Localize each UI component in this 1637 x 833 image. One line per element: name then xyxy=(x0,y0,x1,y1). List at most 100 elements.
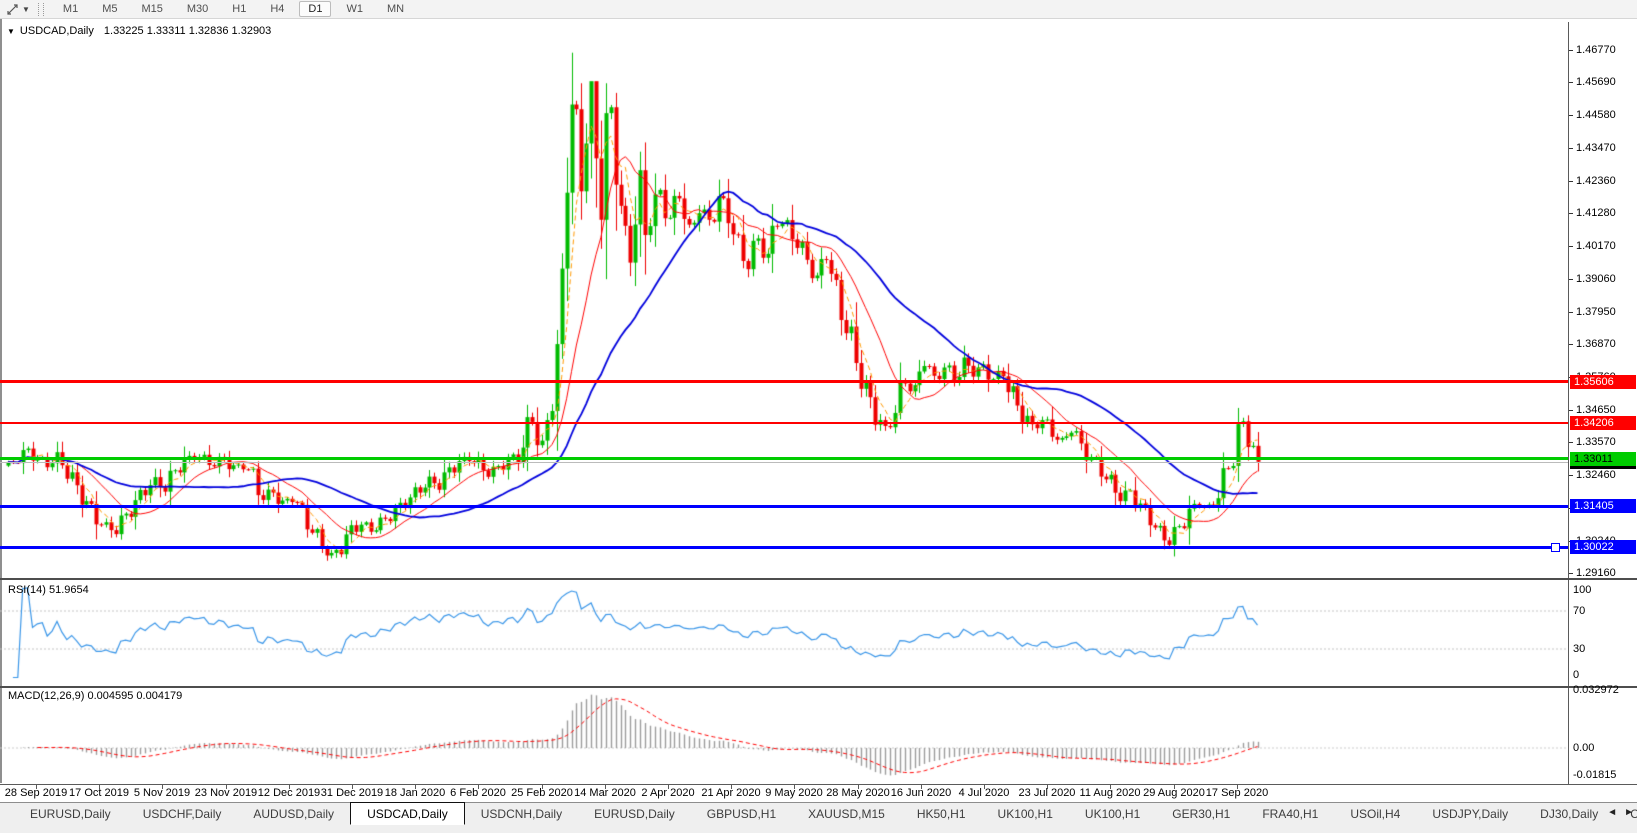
tab-eurusd-daily[interactable]: EURUSD,Daily xyxy=(30,807,111,821)
right-arrow-icon[interactable]: ► xyxy=(1624,807,1634,818)
price-line-label: 1.33011 xyxy=(1570,451,1636,466)
date-tick xyxy=(226,784,227,789)
left-arrow-icon[interactable]: ◄ xyxy=(1607,807,1618,818)
axis-tick xyxy=(1569,441,1573,443)
date-axis-label: 28 May 2020 xyxy=(826,787,890,799)
date-tick xyxy=(1237,784,1238,789)
toolbar-grip xyxy=(37,2,44,16)
timeframe-d1[interactable]: D1 xyxy=(299,1,332,17)
axis-tick xyxy=(1569,81,1573,83)
current-price-line xyxy=(0,461,1568,463)
date-axis-label: 5 Nov 2019 xyxy=(133,787,191,799)
date-tick xyxy=(1047,784,1048,789)
date-tick xyxy=(478,784,479,789)
macd-indicator-label: MACD(12,26,9) 0.004595 0.004179 xyxy=(8,690,183,702)
date-tick xyxy=(1174,784,1175,789)
price-axis-label: 1.39060 xyxy=(1569,272,1616,286)
tab-usdcad-daily[interactable]: USDCAD,Daily xyxy=(350,802,465,825)
price-line-label: 1.31405 xyxy=(1570,499,1636,514)
price-axis-label: 1.42360 xyxy=(1569,174,1616,188)
crosshair-icon[interactable] xyxy=(4,2,20,16)
date-axis-label: 9 May 2020 xyxy=(765,787,823,799)
date-tick xyxy=(162,784,163,789)
axis-tick xyxy=(1569,278,1573,280)
rsi-axis-label: 100 xyxy=(1573,584,1592,596)
date-axis-label: 6 Feb 2020 xyxy=(450,787,506,799)
timeframe-h4[interactable]: H4 xyxy=(270,3,285,15)
triangle-down-icon[interactable]: ▼ xyxy=(7,27,15,36)
date-tick xyxy=(352,784,353,789)
tab-dj30-daily[interactable]: DJ30,Daily xyxy=(1540,807,1599,821)
axis-tick xyxy=(1569,572,1573,574)
tab-uk100-h1[interactable]: UK100,H1 xyxy=(997,807,1053,821)
tab-gbpusd-h1[interactable]: GBPUSD,H1 xyxy=(706,807,777,821)
timeframe-mn[interactable]: MN xyxy=(386,3,405,15)
tab-hk50-h1[interactable]: HK50,H1 xyxy=(916,807,966,821)
date-axis-label: 14 Mar 2020 xyxy=(574,787,636,799)
macd-axis-label: 0.00 xyxy=(1573,742,1595,754)
date-axis-label: 23 Nov 2019 xyxy=(194,787,258,799)
date-axis-label: 25 Feb 2020 xyxy=(511,787,573,799)
tab-xauusd-m15[interactable]: XAUUSD,M15 xyxy=(808,807,885,821)
axis-tick xyxy=(1569,245,1573,247)
date-axis-label: 31 Dec 2019 xyxy=(320,787,384,799)
timeframe-m5[interactable]: M5 xyxy=(102,3,118,15)
price-chart-canvas[interactable] xyxy=(0,22,1568,784)
timeframe-m1[interactable]: M1 xyxy=(62,3,79,15)
axis-tick xyxy=(1569,114,1573,116)
date-tick xyxy=(858,784,859,789)
tab-china300-h1[interactable]: CHINA300,H1 xyxy=(1630,807,1637,821)
price-axis-label: 1.40170 xyxy=(1569,239,1616,253)
horizontal-line[interactable] xyxy=(0,380,1568,384)
timeframe-toolbar: ▼ M1 M5 M15 M30 H1 H4 D1 W1 MN xyxy=(0,0,1637,19)
pane-separator-rsi[interactable] xyxy=(0,578,1637,580)
horizontal-line[interactable] xyxy=(0,457,1568,461)
date-axis-label: 12 Dec 2019 xyxy=(257,787,321,799)
axis-tick xyxy=(1569,180,1573,182)
horizontal-line[interactable] xyxy=(0,504,1568,508)
axis-tick xyxy=(1569,212,1573,214)
price-axis-label: 1.46770 xyxy=(1569,43,1616,57)
date-axis-label: 17 Sep 2020 xyxy=(1205,787,1269,799)
tab-usoil-h4[interactable]: USOil,H4 xyxy=(1350,807,1401,821)
horizontal-line[interactable] xyxy=(0,422,1568,425)
date-tick xyxy=(36,784,37,789)
price-axis-label: 1.45690 xyxy=(1569,75,1616,89)
tab-uk100-h1[interactable]: UK100,H1 xyxy=(1084,807,1141,821)
horizontal-line[interactable] xyxy=(0,545,1568,549)
date-axis-label: 29 Aug 2020 xyxy=(1143,787,1205,799)
date-tick xyxy=(542,784,543,789)
tab-audusd-daily[interactable]: AUDUSD,Daily xyxy=(253,807,335,821)
date-axis-label: 2 Apr 2020 xyxy=(641,787,695,799)
price-line-label: 1.34206 xyxy=(1570,416,1636,431)
date-axis-line xyxy=(0,784,1637,785)
tab-ger30-h1[interactable]: GER30,H1 xyxy=(1172,807,1231,821)
price-axis-line xyxy=(1568,22,1569,784)
price-axis-label: 1.29160 xyxy=(1569,566,1616,580)
timeframe-h1[interactable]: H1 xyxy=(232,3,247,15)
timeframe-w1[interactable]: W1 xyxy=(346,3,363,15)
timeframe-m15[interactable]: M15 xyxy=(141,3,163,15)
tab-usdcnh-daily[interactable]: USDCNH,Daily xyxy=(480,807,563,821)
pane-separator-macd[interactable] xyxy=(0,686,1637,688)
date-tick xyxy=(415,784,416,789)
macd-axis-label: 0.032972 xyxy=(1573,684,1619,696)
price-axis-label: 1.37950 xyxy=(1569,305,1616,319)
date-axis-label: 23 Jul 2020 xyxy=(1018,787,1076,799)
chart-tab-bar: EURUSD,Daily USDCHF,Daily AUDUSD,Daily USDC… xyxy=(0,802,1637,833)
rsi-indicator-label: RSI(14) 51.9654 xyxy=(8,584,89,596)
tab-fra40-h1[interactable]: FRA40,H1 xyxy=(1262,807,1319,821)
date-tick xyxy=(1110,784,1111,789)
hline-handle[interactable] xyxy=(1551,543,1560,553)
tab-usdjpy-daily[interactable]: USDJPY,Daily xyxy=(1432,807,1509,821)
tab-usdchf-daily[interactable]: USDCHF,Daily xyxy=(142,807,222,821)
price-axis-label: 1.32460 xyxy=(1569,468,1616,482)
date-tick xyxy=(605,784,606,789)
timeframe-m30[interactable]: M30 xyxy=(186,3,209,15)
price-axis-label: 1.34650 xyxy=(1569,403,1616,417)
axis-tick xyxy=(1569,409,1573,411)
date-axis-label: 28 Sep 2019 xyxy=(4,787,68,799)
chevron-down-icon[interactable]: ▼ xyxy=(22,4,30,14)
axis-tick xyxy=(1569,49,1573,51)
tab-eurusd-daily[interactable]: EURUSD,Daily xyxy=(594,807,675,821)
